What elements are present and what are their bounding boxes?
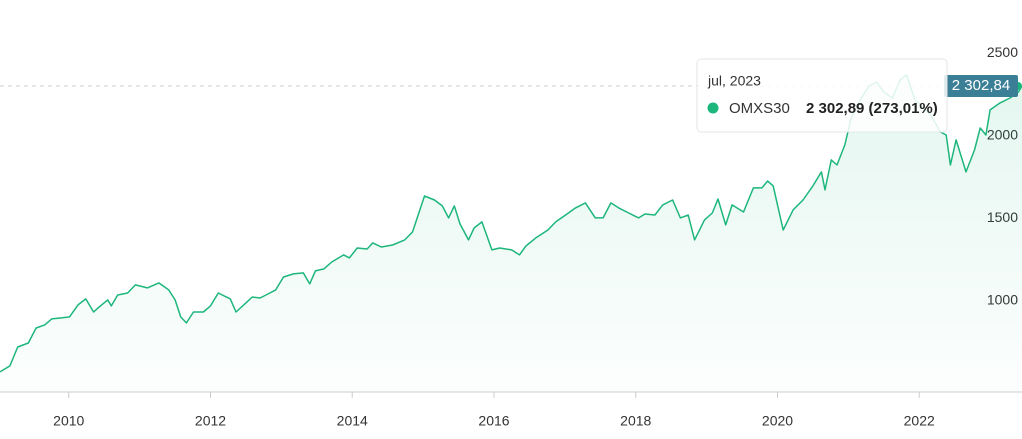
x-tick-label: 2018 (620, 413, 651, 429)
x-tick-label: 2014 (337, 413, 368, 429)
tooltip-box (696, 58, 948, 133)
tooltip-series: OMXS30 (729, 100, 790, 117)
price-label: 2 302,84 (952, 77, 1010, 94)
x-tick-label: 2010 (53, 413, 84, 429)
y-tick-label: 2500 (987, 44, 1018, 60)
overlay: jul, 2023 OMXS30 2 302,89 (273,01%) (696, 58, 948, 133)
x-tick-label: 2020 (762, 413, 793, 429)
tooltip-dot (707, 102, 719, 114)
area (0, 74, 1022, 393)
tooltip-value: 2 302,89 (273,01%) (806, 100, 938, 117)
x-tick-label: 2012 (195, 413, 226, 429)
x-tick-label: 2022 (904, 413, 935, 429)
price-label-box (944, 74, 1018, 97)
x-tick-label: 2016 (478, 413, 509, 429)
tooltip-date: jul, 2023 (707, 73, 761, 89)
